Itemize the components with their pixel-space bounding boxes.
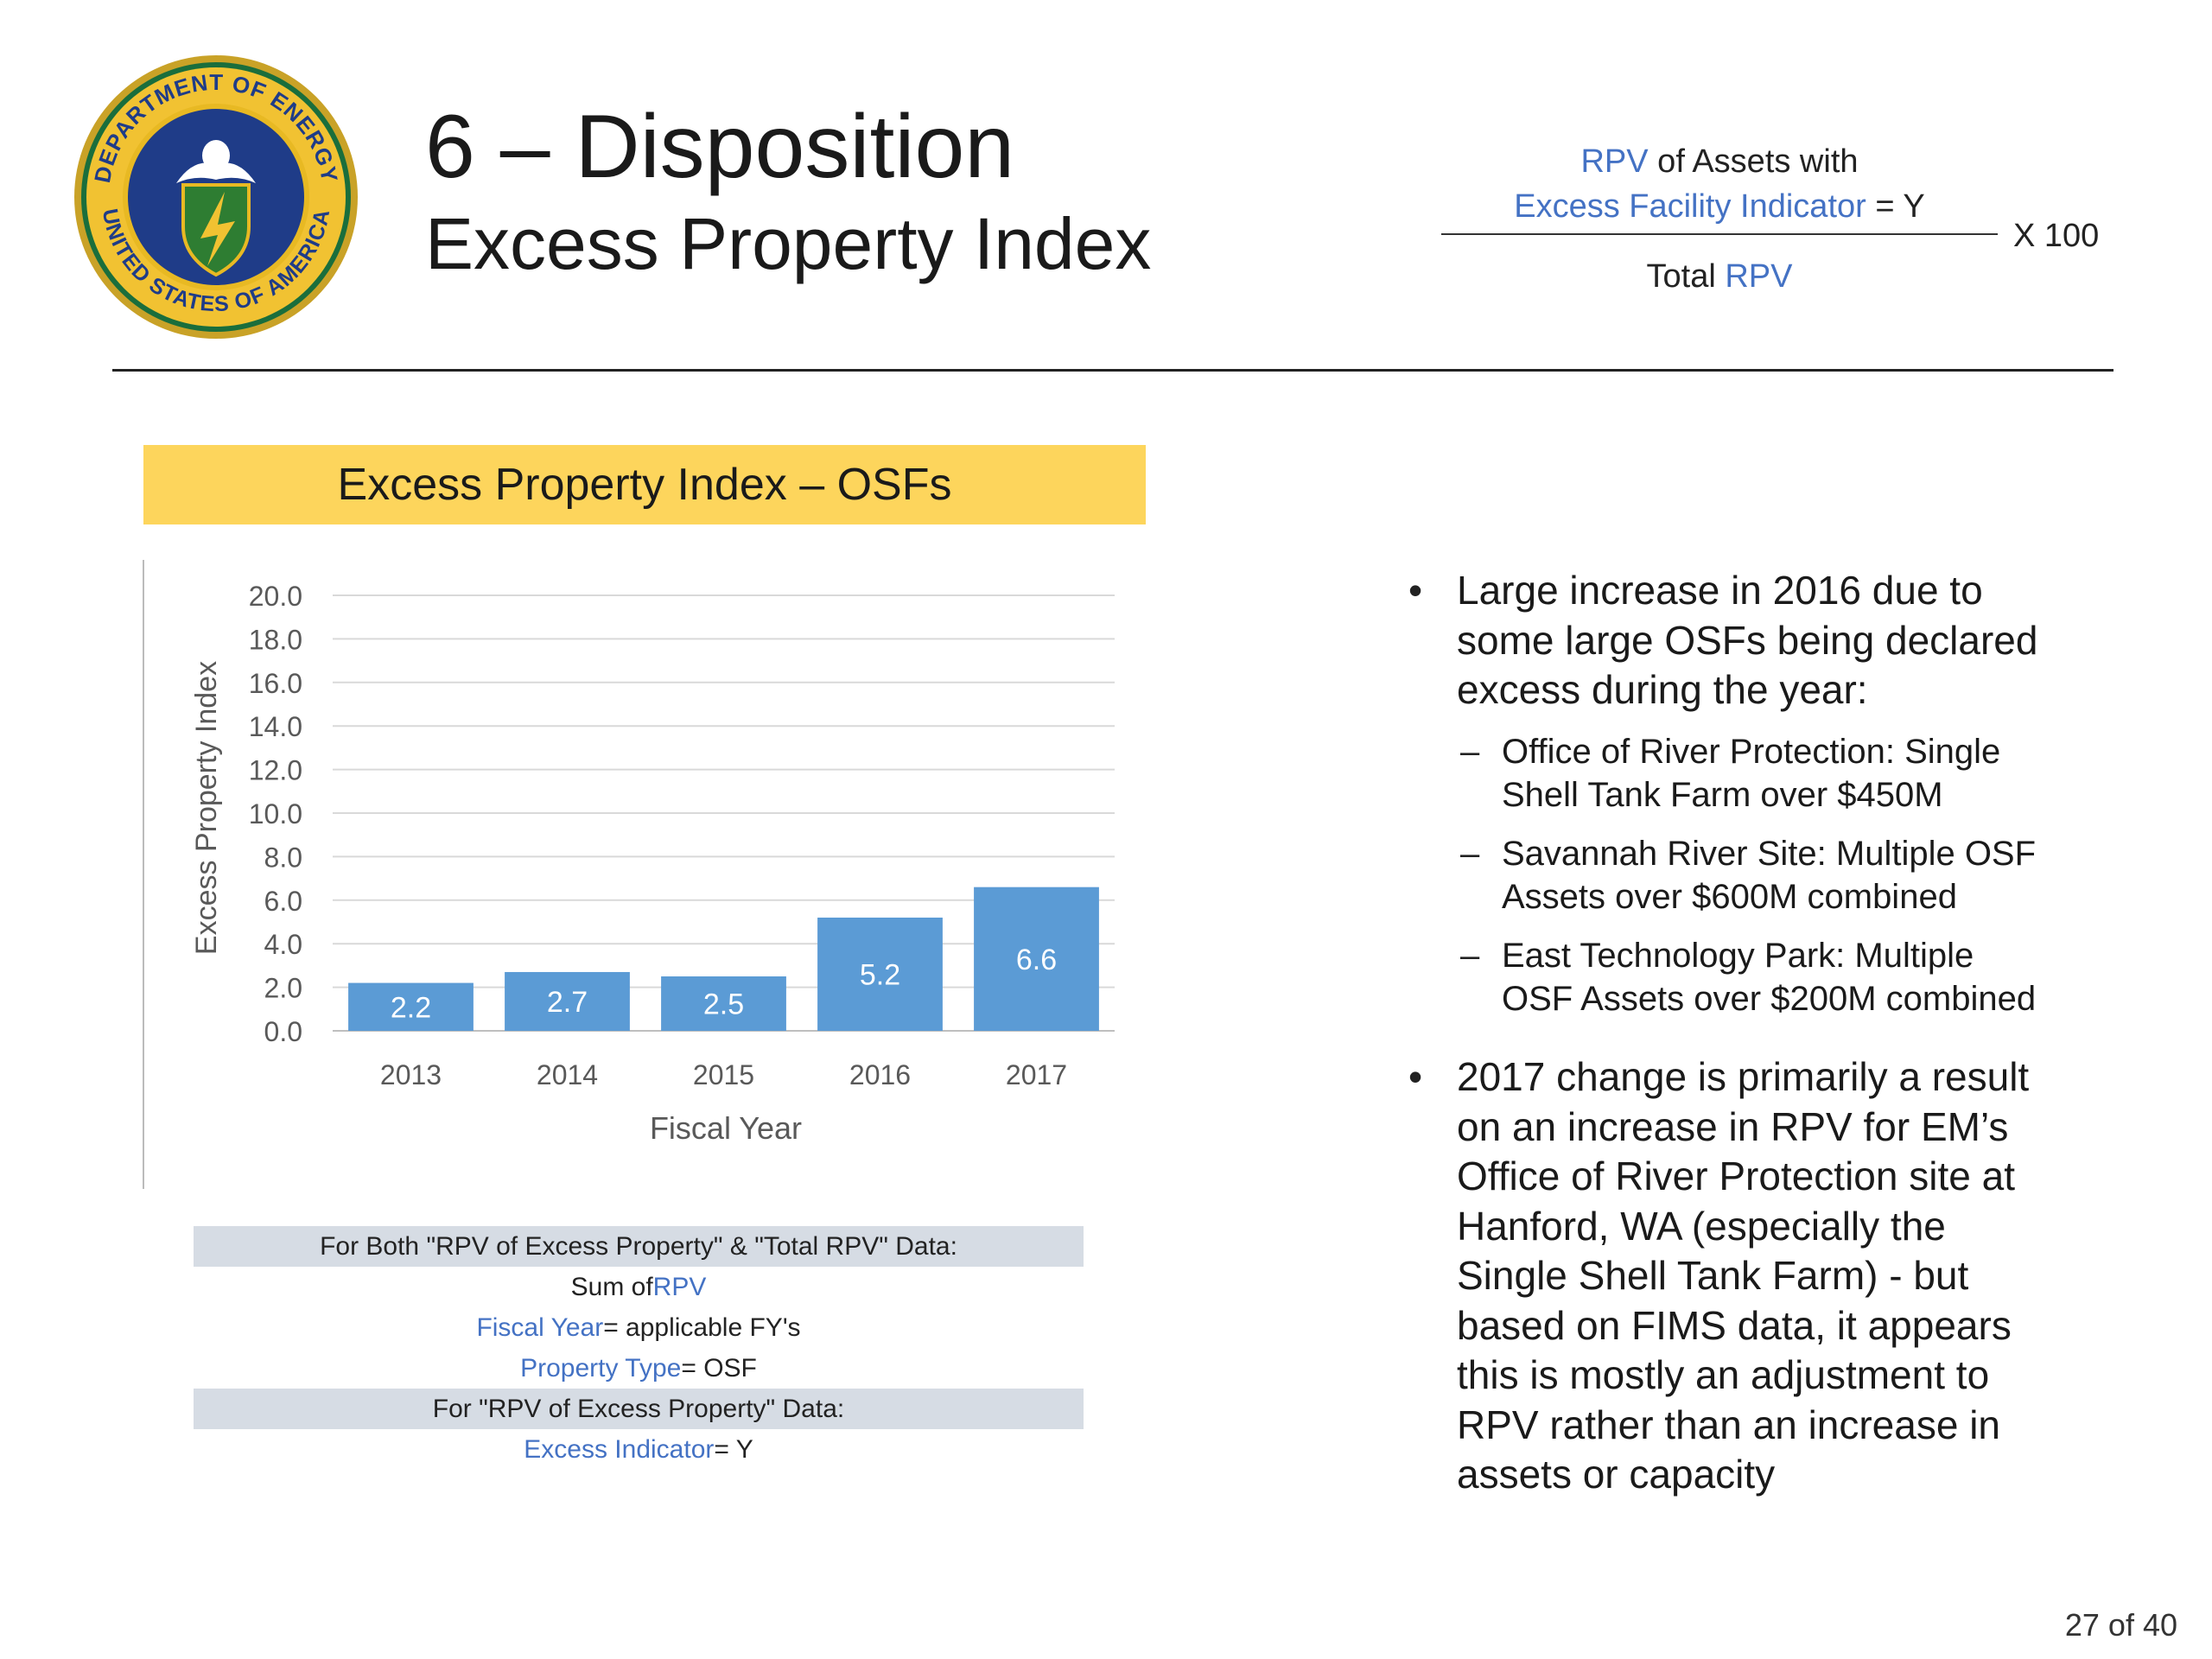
sub-bullet-marker: – [1460,937,1480,975]
y-tick-label: 6.0 [264,886,302,917]
y-tick-label: 4.0 [264,929,302,960]
notes-line-excess-indicator: Excess Indicator = Y [524,1434,753,1464]
sub-bullet-marker: – [1460,733,1480,771]
y-tick-label: 20.0 [249,581,302,612]
formula-fraction-bar [1441,233,1998,235]
formula-multiplier: X 100 [2013,218,2100,254]
y-tick-label: 0.0 [264,1016,302,1047]
doe-seal-logo: DEPARTMENT OF ENERGY UNITED STATES OF AM… [74,55,358,339]
y-tick-label: 12.0 [249,755,302,786]
sub-bullet-east-technology-park: East Technology Park: Multiple OSF Asset… [1502,937,2037,1018]
bar-2015 [661,976,786,1031]
x-tick-label: 2017 [1006,1059,1067,1090]
page-title: 6 – Disposition [425,97,1015,197]
y-axis-label: Excess Property Index [190,661,223,955]
bullet-2016-increase: Large increase in 2016 due to some large… [1457,568,2038,712]
bar-2013 [348,982,474,1031]
formula-denominator: Total RPV [1646,258,1793,295]
notes-header-excess: For "RPV of Excess Property" Data: [194,1389,1084,1429]
sub-bullet-river-protection: Office of River Protection: Single Shell… [1502,733,2001,814]
sub-bullet-marker: – [1460,835,1480,873]
notes-line-fiscal-year: Fiscal Year = applicable FY's [476,1313,801,1342]
bar-value-label: 2.5 [703,988,744,1021]
page-number: 27 of 40 [2064,1607,2177,1643]
formula-numerator-line1: RPV of Assets with [1580,143,1859,180]
bullet-2017-change: 2017 change is primarily a result on an … [1457,1054,2030,1497]
bar-value-label: 2.7 [547,986,588,1019]
x-axis-label: Fiscal Year [650,1110,802,1146]
header-divider [112,369,2113,372]
formula-numerator-line2: Excess Facility Indicator = Y [1514,188,1925,225]
sub-bullet-savannah-river: Savannah River Site: Multiple OSF Assets… [1502,835,2037,916]
bar-value-label: 6.6 [1016,944,1057,976]
x-tick-label: 2015 [693,1059,754,1090]
bar-2016 [817,917,943,1031]
bullet-marker: • [1408,1054,1423,1099]
y-tick-label: 14.0 [249,711,302,742]
notes-header-both: For Both "RPV of Excess Property" & "Tot… [194,1226,1084,1267]
bar-2014 [505,971,630,1031]
chart-banner-text: Excess Property Index – OSFs [337,460,952,510]
bar-value-label: 5.2 [860,958,900,991]
chart-banner: Excess Property Index – OSFs [143,445,1146,524]
y-tick-label: 2.0 [264,973,302,1004]
x-tick-label: 2014 [537,1059,598,1090]
notes-line-sum-rpv: Sum of RPV [570,1272,707,1301]
y-tick-label: 18.0 [249,624,302,655]
x-tick-label: 2016 [849,1059,911,1090]
y-tick-label: 8.0 [264,842,302,873]
bar-value-label: 2.2 [391,991,431,1024]
bullet-marker: • [1408,568,1423,613]
y-tick-label: 16.0 [249,668,302,699]
x-tick-label: 2013 [380,1059,442,1090]
chart-border [143,560,144,1189]
bar-2017 [974,887,1099,1031]
y-tick-label: 10.0 [249,798,302,830]
page-subtitle: Excess Property Index [425,203,1152,284]
notes-line-property-type: Property Type = OSF [520,1353,757,1382]
